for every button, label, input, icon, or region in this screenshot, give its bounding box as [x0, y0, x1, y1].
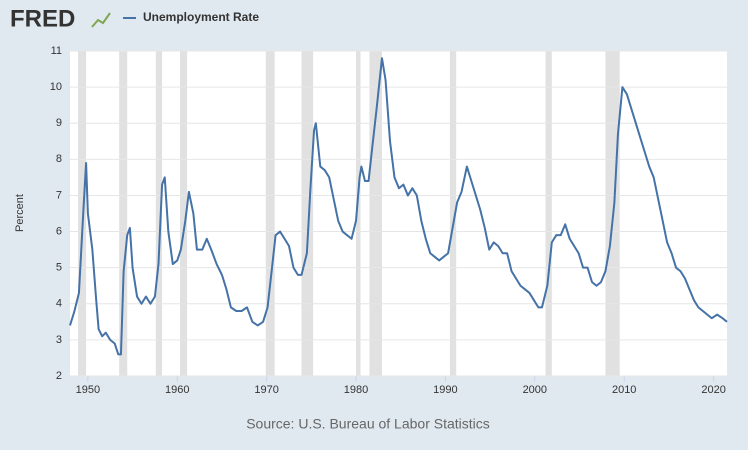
- recession-band: [449, 51, 457, 376]
- y-tick-label: 4: [56, 298, 62, 310]
- legend-label: Unemployment Rate: [143, 10, 259, 24]
- y-tick-label: 3: [56, 334, 62, 346]
- recession-band: [78, 51, 87, 376]
- source-note: Source: U.S. Bureau of Labor Statistics: [246, 416, 490, 432]
- x-tick-label: 1970: [254, 384, 278, 396]
- x-tick-label: 1950: [76, 384, 100, 396]
- y-tick-label: 6: [56, 225, 62, 237]
- x-tick-label: 2000: [523, 384, 547, 396]
- x-tick-label: 2020: [701, 384, 725, 396]
- logo-icon: [91, 12, 111, 28]
- x-tick-label: 1990: [433, 384, 457, 396]
- y-tick-label: 7: [56, 189, 62, 201]
- x-tick-label: 1960: [165, 384, 189, 396]
- recession-band: [301, 51, 314, 376]
- recession-band: [155, 51, 163, 376]
- y-axis-title: Percent: [14, 194, 26, 232]
- y-tick-label: 10: [50, 81, 62, 93]
- series-line: [69, 57, 728, 356]
- recession-band: [179, 51, 188, 376]
- recession-band: [265, 51, 275, 376]
- recession-band: [119, 51, 128, 376]
- recession-band: [369, 51, 382, 376]
- y-tick-label: 5: [56, 262, 62, 274]
- logo: FRED: [10, 5, 75, 32]
- x-tick-label: 2010: [612, 384, 636, 396]
- y-tick-label: 9: [56, 117, 62, 129]
- y-tick-label: 8: [56, 153, 62, 165]
- y-tick-label: 2: [56, 370, 62, 382]
- recession-band: [356, 51, 361, 376]
- x-tick-label: 1980: [344, 384, 368, 396]
- recession-band: [545, 51, 552, 376]
- y-tick-label: 11: [51, 45, 62, 57]
